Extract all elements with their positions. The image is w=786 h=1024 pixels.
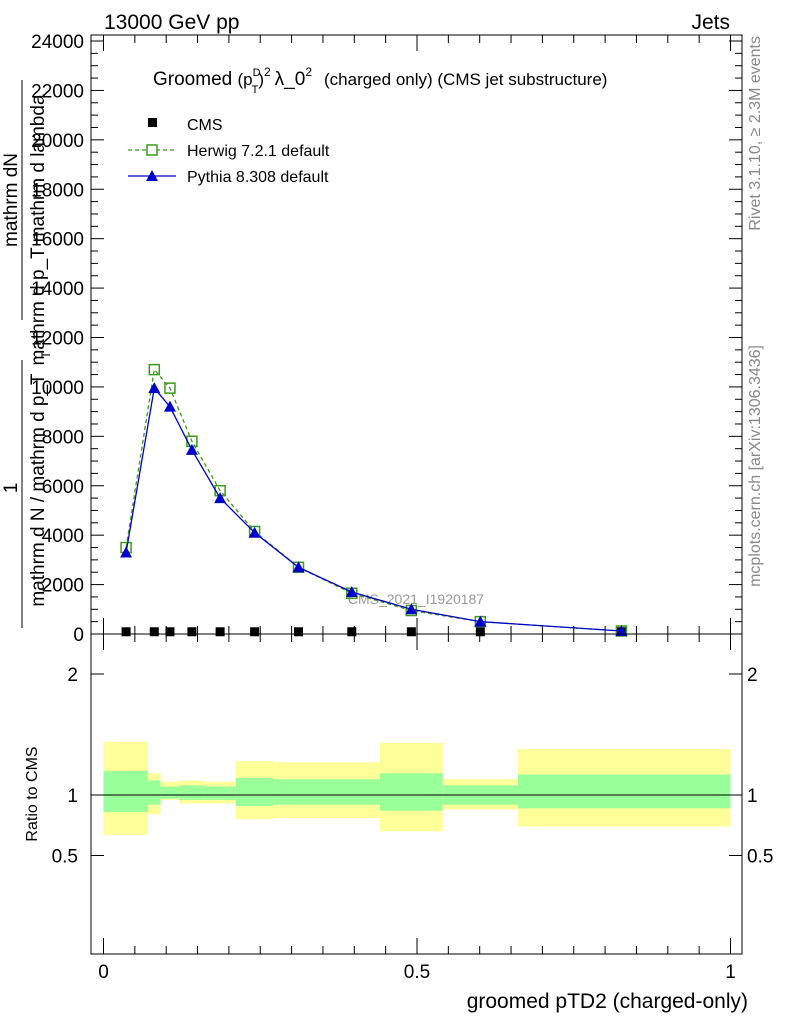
cms-point	[250, 627, 260, 637]
title-sup-2b: 2	[305, 65, 312, 79]
ratio-inner-band	[380, 773, 443, 811]
ratio-inner-band	[273, 779, 381, 805]
legend-herwig-marker	[146, 144, 158, 156]
cms-point	[475, 627, 485, 637]
pythia-point	[345, 585, 358, 597]
pythia-point	[615, 625, 628, 637]
cms-point	[187, 627, 197, 637]
legend-cms-marker	[148, 118, 157, 127]
main-y-ticks: 0 2000 4000 6000 8000 10000 12000 14000 16000 180…	[31, 32, 742, 646]
herwig-point	[164, 382, 176, 394]
cms-point	[347, 627, 357, 637]
legend-herwig-label: Herwig 7.2.1 default	[187, 143, 330, 160]
title-lambda: λ_0	[275, 69, 306, 90]
main-series	[120, 363, 628, 637]
main-y-tick-label: 0	[73, 625, 84, 646]
cms-point	[293, 627, 303, 637]
main-y-tick-label: 16000	[31, 230, 84, 251]
legend-pythia-label: Pythia 8.308 default	[187, 169, 329, 186]
main-y-tick-label: 4000	[42, 526, 84, 547]
ratio-y-label: Ratio to CMS	[24, 746, 41, 841]
pythia-point	[405, 603, 418, 615]
pythia-point	[185, 443, 198, 455]
ratio-inner-band	[517, 774, 731, 809]
pythia-point	[292, 561, 305, 573]
main-y-tick-label: 14000	[31, 279, 84, 300]
energy-label: 13000 GeV pp	[104, 11, 239, 34]
ratio-x-tick-label: 1	[725, 962, 736, 983]
ratio-inner-band	[204, 786, 236, 800]
title-suffix: (charged only) (CMS jet substructure)	[324, 70, 607, 89]
main-plot: 0 2000 4000 6000 8000 10000 12000 14000 16000 180…	[1, 32, 743, 646]
pythia-point	[248, 526, 261, 538]
legend-cms-label: CMS	[187, 117, 223, 134]
title-prefix: Groomed	[153, 69, 232, 90]
cms-point	[149, 627, 159, 637]
main-y-tick-label: 24000	[31, 32, 84, 53]
main-y-label: mathrm dN mathrm d p_T mathrm d lambda 1…	[1, 80, 53, 628]
ratio-inner-band	[235, 778, 274, 806]
cms-point	[165, 627, 175, 637]
pythia-point	[120, 546, 133, 558]
ratio-x-tick-label: 0	[98, 962, 109, 983]
main-y-tick-label: 20000	[31, 131, 84, 152]
ratio-y-tick-label-right: 0.5	[747, 847, 773, 868]
title-p: p	[243, 70, 252, 89]
title-sup-d: D	[253, 67, 261, 79]
title-sup-2: 2	[264, 65, 271, 79]
y-label-bottom-denominator: mathrm d N / mathrm d p_T	[28, 373, 49, 607]
main-y-tick-label: 8000	[42, 427, 84, 448]
legend: CMS Herwig 7.2.1 default Pythia 8.308 de…	[128, 117, 330, 186]
ratio-x-tick-label: 0.5	[404, 962, 430, 983]
process-label: Jets	[691, 11, 730, 34]
ratio-bands	[103, 741, 731, 835]
watermark: CMS_2021_I1920187	[348, 591, 484, 607]
ratio-y-tick-label-right: 1	[747, 786, 758, 807]
ratio-y-tick-label: 0.5	[52, 847, 78, 868]
side-rivet-label: Rivet 3.1.10, ≥ 2.3M events	[747, 36, 764, 231]
ratio-inner-band	[160, 786, 180, 799]
pythia-point	[148, 382, 161, 394]
y-label-bottom-sub: T	[39, 351, 53, 359]
side-mcplots-label: mcplots.cern.ch [arXiv:1306.3436]	[747, 345, 764, 587]
pythia-point	[163, 400, 176, 412]
ratio-inner-band	[179, 785, 205, 800]
cms-point	[215, 627, 225, 637]
ratio-y-ticks: 0.5 0.5 1 1 2 2	[52, 665, 774, 868]
ratio-inner-band	[148, 780, 161, 805]
pythia-point	[474, 615, 487, 627]
title-close-paren: )	[258, 70, 264, 89]
y-label-denominator: mathrm d p_T mathrm d lambda	[28, 94, 49, 365]
ratio-plot: 0.5 0.51 12 2 0 0.5 1 Ratio to CMS groomed pT…	[24, 633, 774, 1013]
x-axis-label: groomed pTD2 (charged-only)	[467, 990, 748, 1013]
main-y-tick-label: 10000	[31, 378, 84, 399]
legend-pythia-marker	[146, 170, 158, 181]
ratio-x-ticks: 0 0.5 1	[98, 634, 736, 983]
y-label-numerator: mathrm dN	[1, 153, 22, 247]
ratio-y-tick-label-right: 2	[747, 665, 758, 686]
main-y-tick-label: 22000	[31, 81, 84, 102]
main-y-tick-label: 18000	[31, 180, 84, 201]
ratio-y-tick-label: 2	[67, 665, 78, 686]
main-y-tick-label: 2000	[42, 576, 84, 597]
title-sub-t: T	[252, 84, 259, 96]
ratio-inner-band	[103, 770, 149, 812]
plot-title: Groomed (pD T)2 λ_02 (charged only) (CMS je…	[153, 65, 607, 96]
ratio-y-tick-label: 1	[67, 786, 78, 807]
cms-point	[406, 627, 416, 637]
pythia-point	[214, 492, 227, 504]
main-y-tick-label: 6000	[42, 477, 84, 498]
cms-point	[121, 627, 131, 637]
herwig-point	[148, 363, 161, 376]
main-y-tick-label: 12000	[31, 329, 84, 350]
title-open-paren: (	[237, 70, 243, 89]
y-label-one: 1	[1, 483, 22, 494]
